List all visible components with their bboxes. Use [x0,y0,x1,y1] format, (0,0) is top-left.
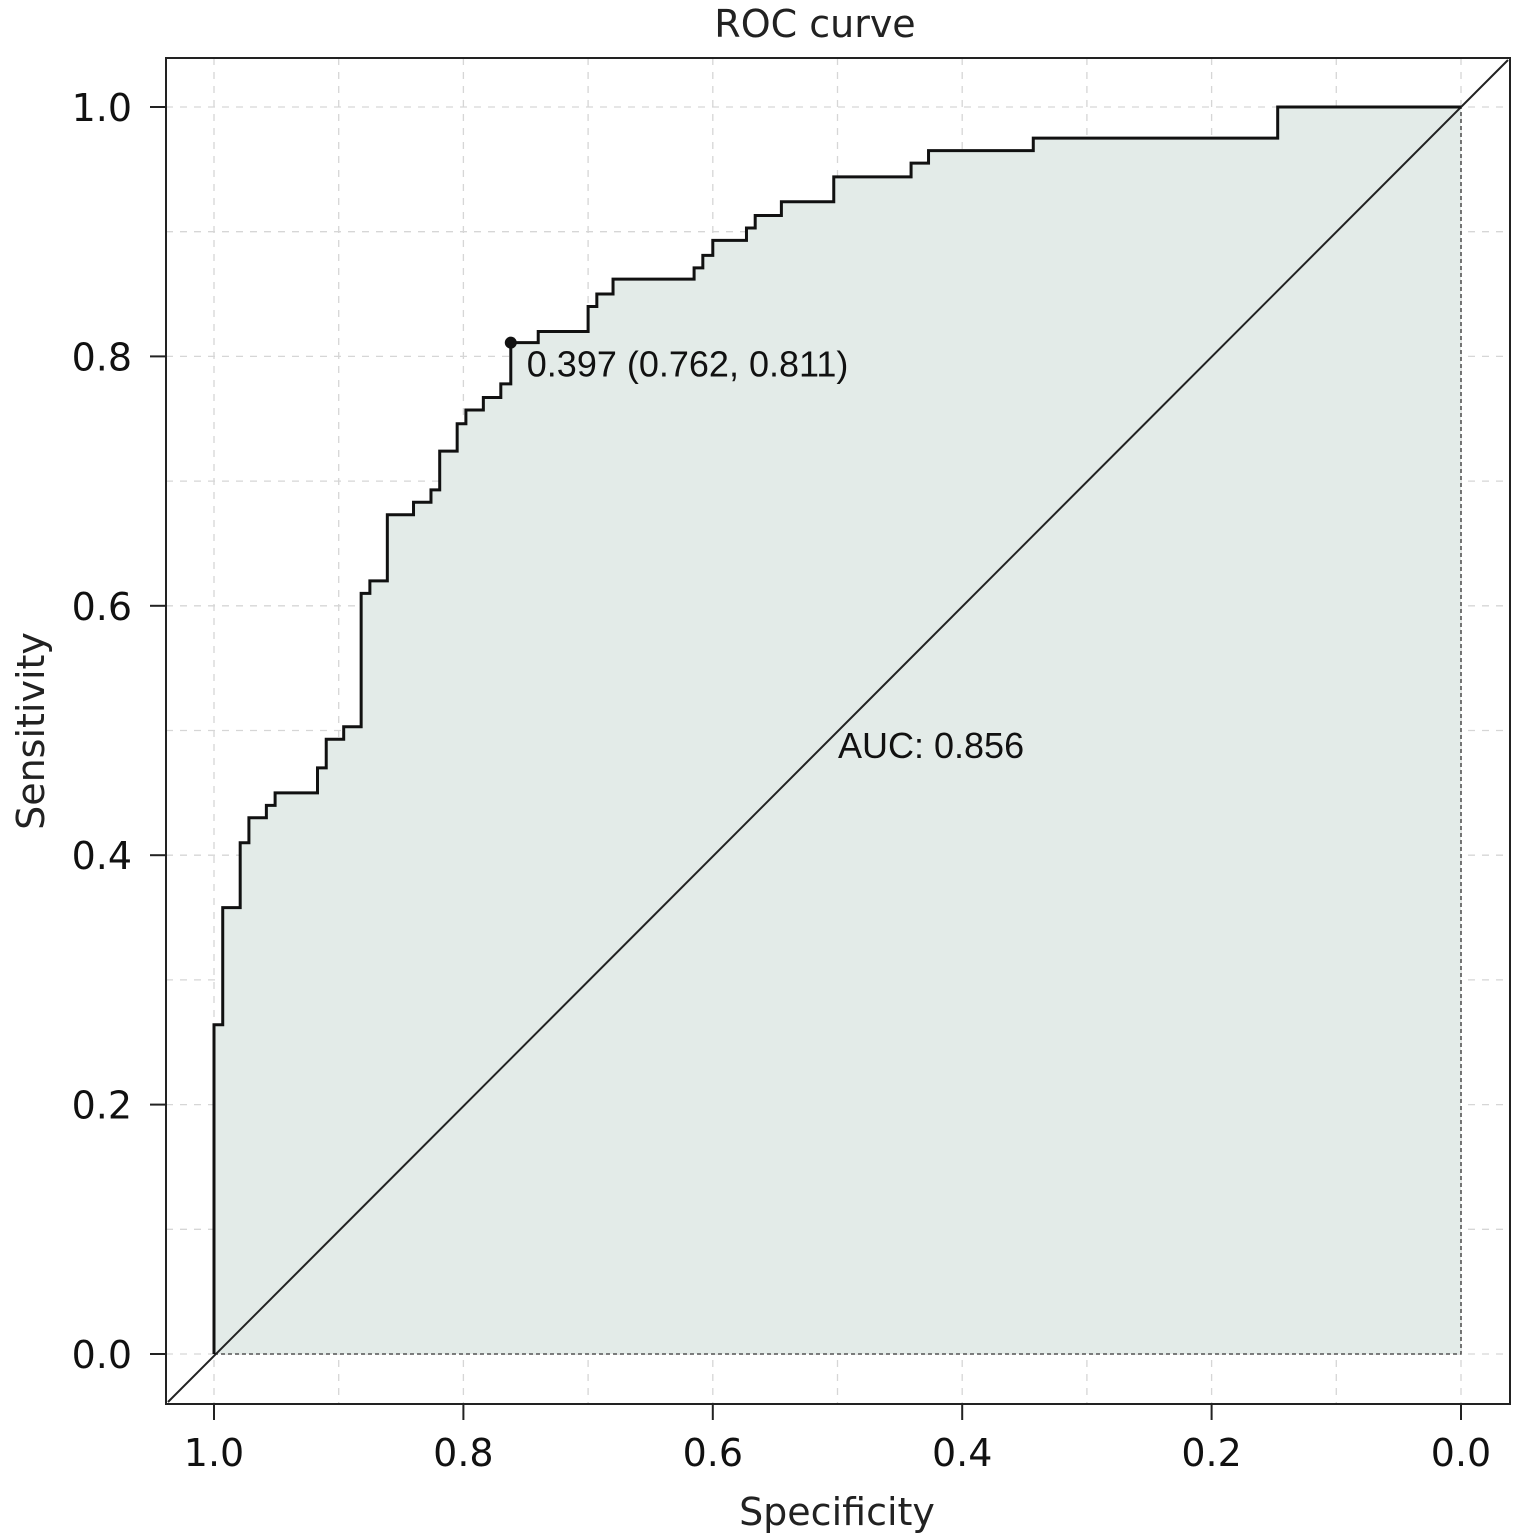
y-tick-label-0: 0.0 [72,1333,132,1377]
plot-frame [165,57,1511,1405]
y-tick-label-3: 0.6 [72,585,132,629]
x-tick-label-1: 0.8 [433,1431,493,1475]
roc-curve-line [212,105,1461,1354]
y-tick-label-2: 0.4 [72,834,132,878]
threshold-label: 0.397 (0.762, 0.811) [527,344,849,385]
x-tick-label-2: 0.6 [683,1431,743,1475]
y-axis-label: Sensitivity [9,632,53,830]
auc-area-outline [214,107,1462,1355]
x-tick-label-4: 0.2 [1181,1431,1241,1475]
y-tick-label-1: 0.2 [72,1084,132,1128]
diagonal-reference-line [167,59,1509,1403]
x-tick-label-5: 0.0 [1431,1431,1491,1475]
y-tick-label-4: 0.8 [72,335,132,379]
y-tick-label-5: 1.0 [72,86,132,130]
threshold-point [504,336,517,349]
chart-title: ROC curve [714,2,915,46]
x-axis-label: Specificity [739,1490,935,1534]
x-tick-label-3: 0.4 [932,1431,992,1475]
auc-label: AUC: 0.856 [838,725,1024,766]
x-tick-label-0: 1.0 [184,1431,244,1475]
